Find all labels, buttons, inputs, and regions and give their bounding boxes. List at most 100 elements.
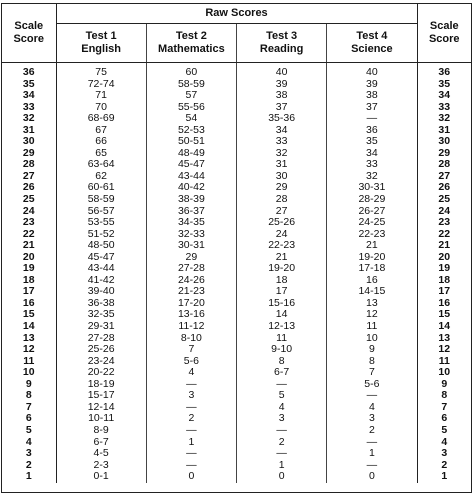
reading-cell: 15-16 — [236, 297, 328, 310]
scale-score-cell: 27 — [416, 170, 471, 183]
scale-score-cell: 10 — [2, 367, 57, 379]
scale-score-cell: 17 — [2, 286, 57, 298]
english-cell: 66 — [56, 136, 147, 148]
science-cell: 3 — [368, 412, 375, 425]
science-cell: 32 — [366, 169, 378, 182]
table-row: 35 72-74 58-59 39 39 35 — [2, 77, 471, 91]
reading-cell: 14 — [236, 309, 328, 322]
scale-score-cell: 12 — [416, 344, 471, 356]
english-cell: 60-61 — [56, 182, 147, 195]
scale-score-cell: 36 — [416, 62, 471, 79]
science-cell: — — [366, 458, 378, 471]
science-cell: 33 — [366, 158, 378, 171]
science-cell: 17-18 — [358, 262, 386, 275]
reading-cell: 6-7 — [236, 367, 328, 379]
scale-score-cell: 30 — [2, 136, 57, 148]
scale-score-cell: 10 — [416, 367, 471, 379]
english-cell: 4-5 — [56, 447, 147, 460]
scale-score-cell: 19 — [416, 263, 471, 275]
science-cell: 5-6 — [364, 377, 380, 390]
science-cell: 0 — [368, 470, 375, 483]
scale-score-cell: 3 — [2, 447, 57, 460]
table-row: 30 66 50-51 33 35 30 — [2, 136, 471, 148]
english-cell: 23-24 — [56, 355, 147, 368]
english-cell: 12-14 — [56, 401, 147, 414]
english-cell: 75 — [56, 62, 147, 79]
table-row: 34 71 57 38 38 34 — [2, 90, 471, 102]
table-row: 16 36-38 17-20 15-16 13 16 — [2, 297, 471, 310]
mathematics-cell: 38-39 — [146, 193, 238, 206]
reading-cell: 21 — [236, 251, 328, 264]
table-row: 31 67 52-53 34 36 31 — [2, 124, 471, 137]
scale-score-cell: 7 — [2, 401, 57, 414]
table-row: 13 27-28 8-10 11 10 13 — [2, 332, 471, 345]
scale-score-cell: 27 — [2, 170, 57, 183]
english-cell: 8-9 — [56, 424, 147, 437]
mathematics-cell: 52-53 — [146, 124, 238, 137]
mathematics-cell: 7 — [146, 344, 238, 356]
english-cell: 41-42 — [56, 274, 147, 287]
test-header-reading: Test 3 Reading — [236, 23, 328, 63]
table-row: 19 43-44 27-28 19-20 17-18 19 — [2, 263, 471, 275]
scale-score-cell: 20 — [2, 251, 57, 264]
reading-cell: 8 — [236, 355, 328, 368]
scale-score-cell: 23 — [416, 217, 471, 229]
score-conversion-table: Scale Score Raw Scores Scale Score Test … — [2, 4, 471, 483]
reading-cell: 29 — [236, 182, 328, 195]
mathematics-cell: 21-23 — [146, 286, 238, 298]
test-header-line1: Test 1 — [85, 30, 117, 42]
mathematics-cell: 54 — [146, 113, 238, 125]
reading-cell: 27 — [236, 205, 328, 218]
scale-score-cell: 26 — [416, 182, 471, 195]
table-body: 36 75 60 40 40 36 35 72-74 58-59 39 39 35 34 71 57 38 38… — [2, 62, 471, 483]
scale-score-cell: 8 — [416, 390, 471, 402]
english-cell: 10-11 — [56, 413, 147, 425]
table-row: 18 41-42 24-26 18 16 18 — [2, 274, 471, 287]
scale-score-cell: 22 — [2, 228, 57, 241]
test-header-line1: Test 2 — [175, 30, 207, 42]
english-cell: 36-38 — [56, 297, 147, 310]
scale-score-cell: 33 — [416, 101, 471, 114]
english-cell: 65 — [56, 147, 147, 160]
english-cell: 58-59 — [56, 193, 147, 206]
scale-score-cell: 1 — [416, 471, 471, 483]
mathematics-cell: 50-51 — [146, 136, 238, 148]
scale-score-cell: 33 — [2, 101, 57, 114]
science-cell: 22-23 — [358, 227, 386, 240]
table-row: 7 12-14—4 4 7 — [2, 401, 471, 414]
test-header-mathematics: Test 2 Mathematics — [146, 23, 238, 63]
table-row: 21 48-50 30-31 22-23 21 21 — [2, 240, 471, 252]
english-cell: 39-40 — [56, 286, 147, 298]
science-cell: 39 — [366, 77, 378, 90]
scale-score-cell: 16 — [2, 297, 57, 310]
scale-score-cell: 29 — [2, 147, 57, 160]
test-header-line2: Mathematics — [158, 43, 225, 55]
english-cell: 48-50 — [56, 240, 147, 252]
reading-cell: 35-36 — [236, 113, 328, 125]
scale-score-cell: 18 — [2, 274, 57, 287]
test-header-english: Test 1 English — [56, 23, 147, 63]
mathematics-cell: — — [146, 447, 238, 460]
science-cell: 40 — [366, 66, 378, 78]
mathematics-cell: 27-28 — [146, 263, 238, 275]
scale-score-cell: 6 — [416, 413, 471, 425]
table-row: 28 63-64 45-47 31 33 28 — [2, 159, 471, 171]
test-header-science: Test 4 Science — [326, 23, 417, 63]
scale-score-cell: 4 — [416, 436, 471, 449]
table-row: 36 75 60 40 40 36 — [2, 62, 471, 79]
mathematics-cell: 55-56 — [146, 101, 238, 114]
english-cell: 53-55 — [56, 217, 147, 229]
table-row: 6 10-11 2 3 3 6 — [2, 413, 471, 425]
mathematics-cell: 34-35 — [146, 217, 238, 229]
scale-score-header-left: Scale Score — [2, 4, 57, 63]
science-cell: 2 — [368, 423, 375, 436]
scale-score-cell: 31 — [2, 124, 57, 137]
mathematics-cell: 17-20 — [146, 297, 238, 310]
reading-cell: 3 — [236, 413, 328, 425]
science-cell: 9 — [368, 343, 375, 356]
table-row: 15 32-35 13-16 14 12 15 — [2, 309, 471, 322]
reading-cell: 5 — [236, 390, 328, 402]
scale-score-cell: 17 — [416, 286, 471, 298]
scale-score-cell: 21 — [416, 240, 471, 252]
scale-score-cell: 29 — [416, 147, 471, 160]
